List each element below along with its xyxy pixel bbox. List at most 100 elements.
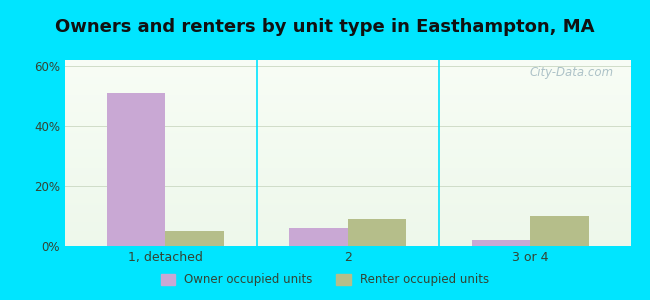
Bar [65,62,630,64]
Bar [65,108,630,110]
Bar [107,93,165,246]
Bar [65,110,630,112]
Bar [65,166,630,168]
Bar [65,64,630,66]
Bar [65,153,630,155]
Bar [65,198,630,200]
Bar [65,79,630,80]
Bar [65,200,630,201]
Bar [65,201,630,203]
Bar [65,80,630,82]
Bar [65,231,630,233]
Bar [65,131,630,133]
Bar [65,233,630,235]
Bar [65,105,630,106]
Bar [65,114,630,116]
Bar [65,147,630,149]
Bar [65,106,630,108]
Bar [65,136,630,138]
Bar [65,214,630,216]
Bar [65,101,630,103]
Bar [65,194,630,196]
Bar [65,170,630,172]
Bar [65,192,630,194]
Bar [65,71,630,73]
Bar [65,160,630,162]
Bar [65,162,630,164]
Bar [65,222,630,224]
Bar [65,138,630,140]
Bar [65,151,630,153]
Bar [65,227,630,229]
Bar [65,240,630,242]
Bar [65,84,630,86]
Bar [65,66,630,68]
Bar [65,183,630,184]
Bar [65,69,630,71]
Bar [65,205,630,207]
Bar [65,99,630,101]
Bar [65,218,630,220]
Bar [65,168,630,170]
Bar [65,95,630,97]
Bar [65,68,630,69]
Bar [65,209,630,211]
Bar [65,86,630,88]
Bar [65,92,630,94]
Bar [472,240,530,246]
Bar [65,73,630,75]
Bar [65,144,630,146]
Bar [65,97,630,99]
Bar [65,77,630,79]
Bar [65,226,630,227]
Bar [65,159,630,161]
Bar [65,235,630,237]
Bar [65,181,630,183]
Bar [165,231,224,246]
Bar [65,220,630,222]
Text: Owners and renters by unit type in Easthampton, MA: Owners and renters by unit type in Easth… [55,18,595,36]
Bar [65,118,630,119]
Bar [65,188,630,190]
Bar [65,184,630,187]
Bar [65,125,630,127]
Bar [65,149,630,151]
Bar [65,129,630,131]
Bar [65,237,630,239]
Bar [65,127,630,129]
Bar [65,211,630,212]
Bar [65,212,630,214]
Bar [65,244,630,246]
Bar [65,177,630,179]
Bar [65,133,630,134]
Bar [289,228,348,246]
Bar [65,157,630,159]
Bar [65,187,630,188]
Bar [65,224,630,226]
Bar [348,219,406,246]
Bar [65,116,630,118]
Bar [65,82,630,84]
Bar [65,155,630,157]
Bar [65,179,630,181]
Bar [65,175,630,177]
Bar [530,216,588,246]
Bar [65,242,630,244]
Bar [65,103,630,105]
Bar [65,112,630,114]
Bar [65,172,630,173]
Bar [65,134,630,136]
Bar [65,94,630,95]
Bar [65,196,630,198]
Bar [65,207,630,209]
Bar [65,164,630,166]
Bar [65,75,630,77]
Bar [65,122,630,123]
Bar [65,173,630,175]
Legend: Owner occupied units, Renter occupied units: Owner occupied units, Renter occupied un… [156,269,494,291]
Bar [65,140,630,142]
Bar [65,88,630,90]
Bar [65,229,630,231]
Bar [65,142,630,144]
Bar [65,190,630,192]
